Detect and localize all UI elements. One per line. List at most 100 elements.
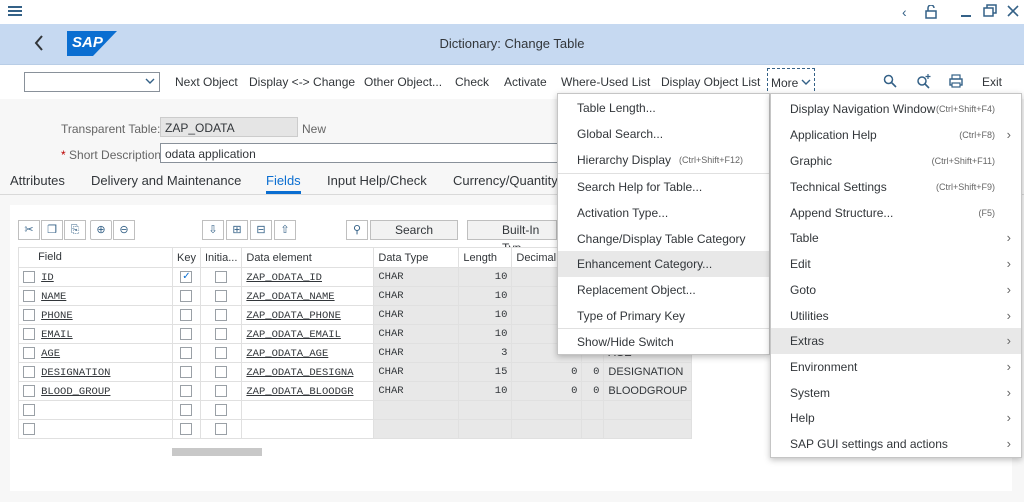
key-checkbox[interactable] [180, 366, 193, 379]
search-icon[interactable] [883, 74, 897, 88]
data-element[interactable]: ZAP_ODATA_BLOODGR [246, 385, 354, 398]
data-element[interactable]: ZAP_ODATA_AGE [246, 347, 329, 360]
field-name[interactable]: AGE [41, 347, 61, 360]
field-name[interactable]: NAME [41, 290, 67, 303]
insert-field-icon[interactable]: ⊞ [226, 220, 248, 240]
menu-item-application-help[interactable]: Application Help (Ctrl+F8) › [771, 122, 1021, 148]
next-object-button[interactable]: Next Object [175, 75, 238, 89]
paste-icon[interactable]: ⎘ [64, 220, 86, 240]
menu-item-system[interactable]: System › [771, 380, 1021, 406]
key-checkbox[interactable] [180, 423, 193, 436]
tab-fields[interactable]: Fields [266, 173, 301, 188]
exit-button[interactable]: Exit [982, 75, 1003, 89]
key-checkbox[interactable] [180, 290, 193, 303]
initial-checkbox[interactable] [215, 309, 228, 322]
delete-row-icon[interactable]: ⊖ [113, 220, 135, 240]
table-name-field[interactable]: ZAP_ODATA [160, 117, 298, 137]
row-selector[interactable] [23, 270, 35, 283]
table-row-empty[interactable] [18, 419, 693, 439]
initial-checkbox[interactable] [215, 385, 228, 398]
key-checkbox[interactable] [180, 385, 193, 398]
tab-currency-quantity[interactable]: Currency/Quantity [453, 173, 558, 188]
menu-item-replacement-object[interactable]: Replacement Object... [558, 277, 769, 303]
copy-icon[interactable]: ❐ [41, 220, 63, 240]
menu-item-search-help[interactable]: Search Help for Table... [558, 174, 769, 200]
initial-checkbox[interactable] [215, 290, 228, 303]
horizontal-scrollbar[interactable] [172, 448, 262, 456]
menu-item-hierarchy-display[interactable]: Hierarchy Display (Ctrl+Shift+F12) [558, 147, 769, 173]
row-selector[interactable] [23, 346, 35, 359]
menu-item-sap-gui-settings[interactable]: SAP GUI settings and actions › [771, 431, 1021, 457]
tab-attributes[interactable]: Attributes [10, 173, 65, 188]
column-header-field[interactable]: Field [18, 247, 173, 268]
data-element[interactable]: ZAP_ODATA_DESIGNA [246, 366, 354, 379]
short-description-field[interactable]: odata application [160, 143, 560, 163]
menu-item-edit[interactable]: Edit › [771, 251, 1021, 277]
menu-item-append-structure[interactable]: Append Structure... (F5) [771, 200, 1021, 226]
key-checkbox[interactable] [180, 309, 193, 322]
print-icon[interactable] [948, 74, 964, 88]
close-icon[interactable] [1007, 4, 1019, 18]
other-object-button[interactable]: Other Object... [364, 75, 443, 89]
table-row[interactable]: BLOOD_GROUP ZAP_ODATA_BLOODGR CHAR 10 0 … [18, 381, 693, 401]
data-element[interactable]: ZAP_ODATA_ID [246, 271, 322, 284]
initial-checkbox[interactable] [215, 423, 228, 436]
menu-item-show-hide-switch[interactable]: Show/Hide Switch [558, 329, 769, 355]
display-change-button[interactable]: Display <-> Change [249, 75, 356, 89]
column-header-length[interactable]: Length [458, 247, 513, 268]
initial-checkbox[interactable] [215, 271, 228, 284]
row-selector[interactable] [23, 423, 35, 436]
initial-checkbox[interactable] [215, 328, 228, 341]
tab-input-help-check[interactable]: Input Help/Check [327, 173, 427, 188]
search-key-icon[interactable]: ⚲ [346, 220, 368, 240]
key-checkbox[interactable]: ✓ [180, 271, 193, 284]
restore-icon[interactable] [983, 4, 997, 18]
row-selector[interactable] [23, 384, 35, 397]
data-element[interactable]: ZAP_ODATA_EMAIL [246, 328, 341, 341]
menu-item-environment[interactable]: Environment › [771, 354, 1021, 380]
built-in-type-button[interactable]: Built-In Typ [467, 220, 557, 255]
menu-item-help[interactable]: Help › [771, 405, 1021, 431]
tab-delivery-and-maintenance[interactable]: Delivery and Maintenance [91, 173, 242, 188]
menu-item-extras[interactable]: Extras › [771, 328, 1021, 354]
menu-item-table-length[interactable]: Table Length... [558, 95, 769, 121]
remove-field-icon[interactable]: ⊟ [250, 220, 272, 240]
initial-checkbox[interactable] [215, 347, 228, 360]
hamburger-menu-icon[interactable] [8, 4, 22, 20]
column-header-key[interactable]: Key [172, 247, 201, 268]
field-name[interactable]: BLOOD_GROUP [41, 385, 111, 398]
menu-item-global-search[interactable]: Global Search... [558, 121, 769, 147]
collapse-all-icon[interactable]: ⇧ [274, 220, 296, 240]
data-element[interactable]: ZAP_ODATA_NAME [246, 290, 335, 303]
table-row-empty[interactable] [18, 400, 693, 420]
key-checkbox[interactable] [180, 347, 193, 360]
menu-item-table[interactable]: Table › [771, 225, 1021, 251]
minimize-icon[interactable] [960, 4, 972, 18]
menu-item-type-of-primary-key[interactable]: Type of Primary Key [558, 303, 769, 329]
row-selector[interactable] [23, 365, 35, 378]
empty-cell[interactable] [241, 400, 375, 420]
row-selector[interactable] [23, 404, 35, 417]
menu-item-utilities[interactable]: Utilities › [771, 303, 1021, 329]
command-dropdown[interactable] [24, 72, 160, 92]
menu-item-technical-settings[interactable]: Technical Settings (Ctrl+Shift+F9) [771, 174, 1021, 200]
check-button[interactable]: Check [455, 75, 490, 89]
key-checkbox[interactable] [180, 328, 193, 341]
key-checkbox[interactable] [180, 404, 193, 417]
menu-item-enhancement-category[interactable]: Enhancement Category... [558, 251, 769, 277]
column-header-initial[interactable]: Initia... [199, 247, 243, 268]
column-header-data-element[interactable]: Data element [241, 247, 375, 268]
more-button[interactable]: More [767, 68, 815, 96]
menu-item-goto[interactable]: Goto › [771, 277, 1021, 303]
initial-checkbox[interactable] [215, 404, 228, 417]
field-name[interactable]: PHONE [41, 309, 73, 322]
menu-item-display-navigation-window[interactable]: Display Navigation Window (Ctrl+Shift+F4) [771, 96, 1021, 122]
row-selector[interactable] [23, 327, 35, 340]
insert-row-icon[interactable]: ⊕ [90, 220, 112, 240]
chevron-left-icon[interactable]: ‹ [902, 4, 907, 20]
lock-icon[interactable] [925, 4, 937, 19]
menu-item-activation-type[interactable]: Activation Type... [558, 200, 769, 226]
activate-button[interactable]: Activate [504, 75, 547, 89]
empty-cell[interactable] [241, 419, 375, 439]
menu-item-graphic[interactable]: Graphic (Ctrl+Shift+F11) [771, 148, 1021, 174]
